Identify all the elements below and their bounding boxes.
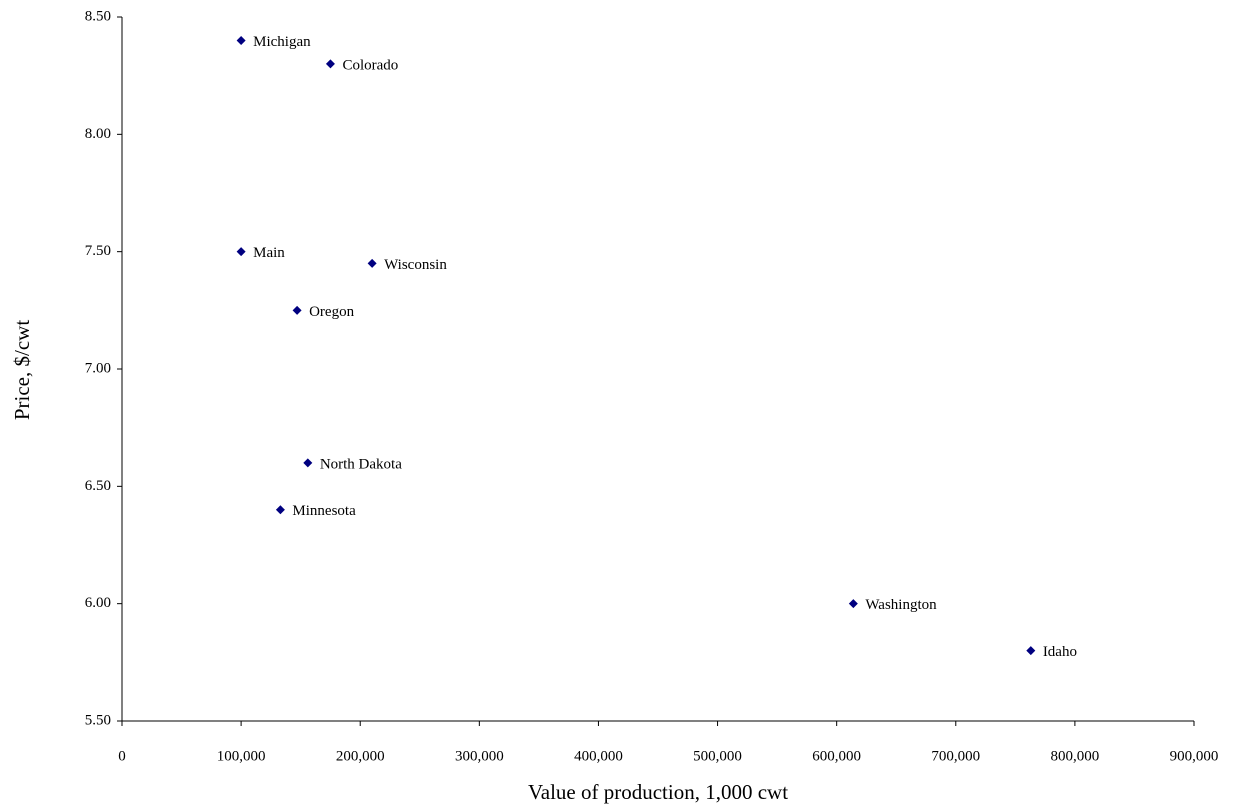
x-tick-label: 300,000 <box>455 748 504 764</box>
y-tick-label: 6.50 <box>85 478 111 494</box>
y-axis-title: Price, $/cwt <box>10 320 34 420</box>
point <box>236 35 246 45</box>
point-label: Michigan <box>253 34 311 50</box>
point-label: Wisconsin <box>384 257 447 273</box>
x-tick-label: 200,000 <box>336 748 385 764</box>
y-tick-label: 7.50 <box>85 243 111 259</box>
y-tick-label: 8.50 <box>85 8 111 24</box>
point <box>325 59 335 69</box>
y-tick-label: 5.50 <box>85 712 111 728</box>
point <box>292 305 302 315</box>
x-tick-label: 0 <box>118 748 126 764</box>
x-tick-label: 100,000 <box>217 748 266 764</box>
point-label: Idaho <box>1043 644 1077 660</box>
point <box>236 247 246 257</box>
point-label: Main <box>253 245 285 261</box>
point <box>367 258 377 268</box>
x-axis-title: Value of production, 1,000 cwt <box>528 780 788 804</box>
x-tick-label: 800,000 <box>1051 748 1100 764</box>
x-tick-label: 900,000 <box>1170 748 1219 764</box>
point <box>303 458 313 468</box>
point-label: Minnesota <box>292 503 356 519</box>
point-label: Colorado <box>342 57 398 73</box>
point-label: Oregon <box>309 304 354 320</box>
x-tick-label: 700,000 <box>931 748 980 764</box>
y-tick-label: 7.00 <box>85 360 111 376</box>
x-tick-label: 400,000 <box>574 748 623 764</box>
point-label: Washington <box>865 597 937 613</box>
point <box>275 505 285 515</box>
point-label: North Dakota <box>320 456 402 472</box>
x-tick-label: 500,000 <box>693 748 742 764</box>
y-tick-label: 8.00 <box>85 126 111 142</box>
point <box>1026 646 1036 656</box>
y-tick-label: 6.00 <box>85 595 111 611</box>
x-tick-label: 600,000 <box>812 748 861 764</box>
point <box>848 599 858 609</box>
